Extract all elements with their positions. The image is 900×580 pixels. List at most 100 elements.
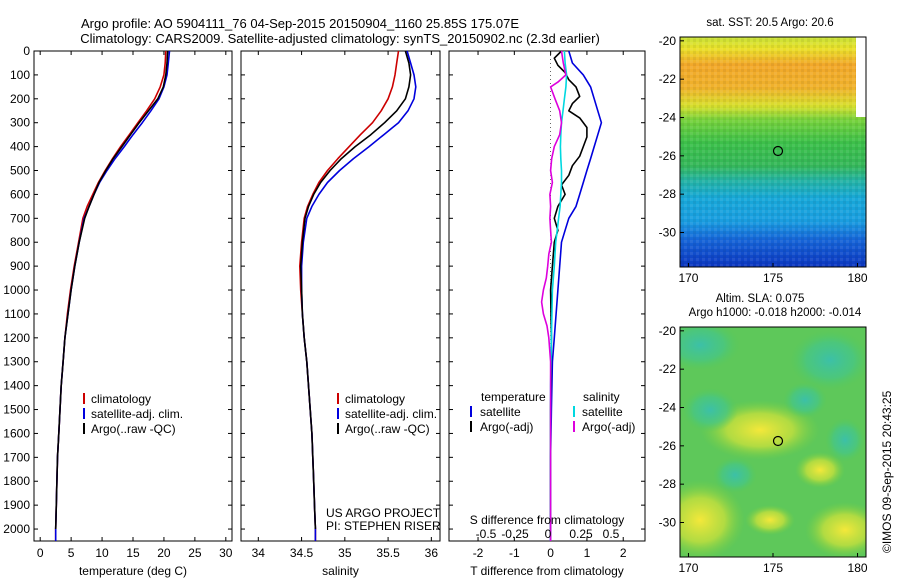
- y-tick-label: 900: [10, 259, 30, 273]
- legend-label-satellite: satellite-adj. clim.: [91, 407, 183, 421]
- series-line-satellite-adj-clim: [300, 50, 417, 541]
- x-tick-label: 0: [547, 546, 554, 560]
- sla-high-anomaly: [795, 452, 845, 488]
- y-tick-label: 1700: [3, 450, 30, 464]
- legend-label-temp-argo: Argo(-adj): [480, 420, 533, 434]
- x-axis-label: salinity: [322, 564, 359, 578]
- map-x-tick-label: 170: [678, 561, 698, 575]
- legend-label-temp-satellite: satellite: [480, 405, 521, 419]
- x-tick-label: 5: [68, 546, 75, 560]
- map-y-tick-label: -30: [659, 516, 677, 530]
- x-tick-label: -2: [473, 546, 484, 560]
- x-tick-label: 25: [188, 546, 202, 560]
- y-tick-label: 400: [10, 140, 30, 154]
- sla-low-anomaly: [713, 457, 757, 493]
- sla-map-subtitle: Argo h1000: -0.018 h2000: -0.014: [689, 307, 862, 319]
- pi-credit: PI: STEPHEN RISER: [326, 519, 441, 533]
- sla-high-anomaly: [745, 505, 795, 535]
- sla-high-anomaly: [805, 502, 866, 557]
- x-tick-label: 20: [157, 546, 171, 560]
- y-tick-label: 300: [10, 116, 30, 130]
- y-tick-label: 1600: [3, 426, 30, 440]
- y-tick-label: 800: [10, 235, 30, 249]
- s-tick-label: -0.25: [501, 527, 529, 541]
- temperature-plot-frame: [33, 50, 233, 542]
- map-x-tick-label: 175: [763, 561, 783, 575]
- series-line-salinity-satellite: [549, 50, 568, 541]
- salinity-plot-frame: [240, 50, 441, 542]
- legend-label-climatology: climatology: [345, 392, 405, 406]
- figure-title-line2: Climatology: CARS2009. Satellite-adjuste…: [80, 31, 600, 46]
- salinity-axes: 34 34.5 35 35.5 36 salinity: [241, 50, 440, 578]
- x-tick-label: 10: [95, 546, 109, 560]
- map-y-tick-label: -20: [659, 324, 677, 338]
- legend-label-satellite: satellite-adj. clim.: [345, 407, 437, 421]
- x-tick-label: 0: [37, 546, 44, 560]
- y-tick-label: 700: [10, 211, 30, 225]
- legend-label-climatology: climatology: [91, 392, 151, 406]
- project-credit: US ARGO PROJECT: [326, 506, 441, 520]
- map-x-tick-label: 180: [848, 561, 868, 575]
- sla-low-anomaly: [825, 418, 865, 462]
- y-tick-label: 200: [10, 92, 30, 106]
- y-tick-label: 1200: [3, 331, 30, 345]
- legend-label-argo: Argo(..raw -QC): [91, 422, 176, 436]
- sst-map: sat. SST: 20.5 Argo: 20.6 170 175 180 -20 -2…: [659, 17, 868, 285]
- sla-map-title: Altim. SLA: 0.075: [716, 293, 805, 305]
- series-line-temperature-satellite: [549, 50, 603, 541]
- salinity-legend: climatology satellite-adj. clim. Argo(..…: [337, 392, 437, 436]
- x-tick-label: 36: [425, 546, 439, 560]
- map-x-tick-label: 180: [848, 271, 868, 285]
- y-tick-label: 1100: [4, 307, 30, 321]
- y-tick-label: 1000: [3, 283, 30, 297]
- legend-label-argo: Argo(..raw -QC): [345, 422, 430, 436]
- series-line-argo-raw-qc: [54, 50, 169, 530]
- s-tick-label: 0.5: [603, 527, 620, 541]
- y-tick-label: 0: [23, 44, 30, 58]
- difference-legend: temperature satellite Argo(-adj) salinit…: [470, 390, 635, 434]
- series-line-climatology: [54, 50, 167, 541]
- series-line-argo-raw-qc: [299, 50, 412, 530]
- sla-float-marker: [772, 435, 784, 447]
- difference-axes: -2 -1 0 1 2 T difference from climatology: [449, 50, 645, 578]
- difference-plot-frame: [448, 50, 646, 542]
- x-axis-label: T difference from climatology: [470, 564, 624, 578]
- x-tick-label: 34.5: [290, 546, 314, 560]
- x-tick-label: 1: [584, 546, 591, 560]
- map-y-tick-label: -26: [659, 149, 677, 163]
- series-line-satellite-adj-clim: [54, 50, 171, 541]
- sla-low-anomaly: [783, 382, 827, 418]
- sst-float-marker: [772, 145, 784, 157]
- y-tick-label: 1400: [3, 379, 30, 393]
- x-tick-label: 15: [126, 546, 140, 560]
- x-tick-label: 35: [338, 546, 352, 560]
- x-axis-label: temperature (deg C): [79, 564, 187, 578]
- y-tick-label: 100: [10, 68, 30, 82]
- s-difference-axis-label: S difference from climatology: [470, 513, 625, 527]
- sla-map: Altim. SLA: 0.075 Argo h1000: -0.018 h20…: [659, 293, 868, 575]
- imos-credit: ©IMOS 09-Sep-2015 20:43:25: [880, 390, 894, 553]
- y-tick-label: 2000: [3, 522, 30, 536]
- x-tick-label: 35.5: [376, 546, 400, 560]
- legend-label-sal-argo: Argo(-adj): [582, 420, 635, 434]
- map-y-tick-label: -24: [659, 401, 677, 415]
- series-line-temperature-argo-adj: [549, 50, 588, 529]
- y-tick-label: 1900: [3, 498, 30, 512]
- sla-low-anomaly: [682, 388, 738, 432]
- sla-low-anomaly: [680, 327, 740, 370]
- map-y-tick-label: -26: [659, 439, 677, 453]
- x-tick-label: 30: [219, 546, 233, 560]
- map-x-tick-label: 170: [678, 271, 698, 285]
- x-tick-label: 2: [620, 546, 627, 560]
- x-tick-label: -1: [509, 546, 520, 560]
- map-y-tick-label: -30: [659, 226, 677, 240]
- sla-high-anomaly: [680, 480, 745, 557]
- s-tick-label: 0: [545, 527, 552, 541]
- s-tick-label: -0.5: [476, 527, 497, 541]
- y-tick-label: 500: [10, 164, 30, 178]
- figure-title-line1: Argo profile: AO 5904111_76 04-Sep-2015 …: [81, 16, 519, 31]
- y-tick-label: 600: [10, 187, 30, 201]
- series-line-salinity-argo-adj: [540, 50, 567, 541]
- legend-label-sal-satellite: satellite: [582, 405, 623, 419]
